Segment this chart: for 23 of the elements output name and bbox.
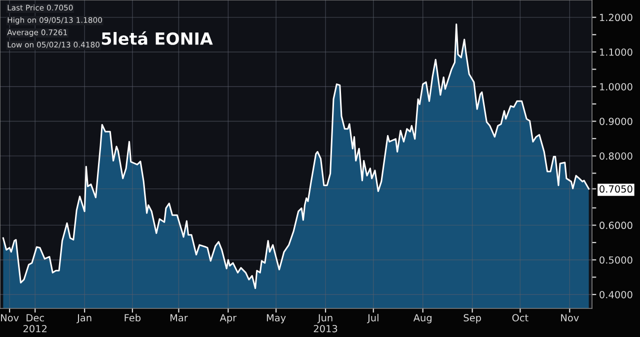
- x-tick-label: May: [266, 314, 286, 324]
- y-tick-label: 1.0000: [600, 83, 632, 90]
- x-tick-label: Dec 2012: [23, 314, 46, 332]
- x-tick-label: Jan: [76, 314, 92, 324]
- x-tick-label: Jun 2013: [314, 314, 338, 332]
- x-tick-label: Aug: [413, 314, 432, 324]
- x-tick-label: Oct: [512, 314, 528, 322]
- y-tick-label: 0.8000: [600, 152, 632, 160]
- y-tick-label: 0.9000: [600, 118, 632, 126]
- y-tick-label: 0.6000: [600, 222, 632, 230]
- y-tick-label: 1.1000: [600, 48, 632, 56]
- y-tick-label: 0.7050: [600, 185, 632, 193]
- x-tick-label: Mar: [170, 314, 188, 322]
- x-tick-label: Nov: [1, 314, 19, 322]
- x-tick-label: Jul: [367, 314, 378, 324]
- y-tick-label: 0.5000: [600, 256, 632, 264]
- x-tick-label: Feb: [124, 314, 141, 322]
- y-tick-label: 1.2000: [600, 14, 632, 22]
- x-tick-label: Nov: [561, 314, 579, 322]
- x-tick-label: Apr: [220, 314, 237, 324]
- text: 5letá EONIA: [102, 31, 213, 45]
- y-tick-label: 0.4000: [600, 290, 632, 298]
- x-tick-label: Sep: [464, 314, 481, 324]
